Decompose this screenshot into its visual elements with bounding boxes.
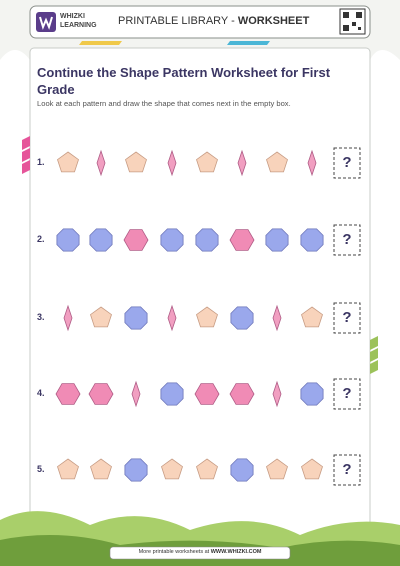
octagon xyxy=(160,228,184,252)
hexagon xyxy=(55,383,81,405)
diamond xyxy=(167,304,177,332)
pentagon xyxy=(57,458,79,480)
octagon xyxy=(230,458,254,482)
hexagon xyxy=(88,383,114,405)
diamond xyxy=(63,304,73,332)
pentagon xyxy=(301,458,323,480)
answer-box xyxy=(333,378,361,410)
footer-link[interactable]: WWW.WHIZKI.COM xyxy=(210,549,262,555)
footer-box xyxy=(109,546,291,560)
octagon xyxy=(124,306,148,330)
hexagon xyxy=(194,383,220,405)
diamond xyxy=(131,380,141,408)
answer-mark: ? xyxy=(342,461,352,478)
instructions: Look at each pattern and draw the shape … xyxy=(37,99,291,108)
answer-box xyxy=(333,302,361,334)
pentagon xyxy=(301,306,323,328)
title: Continue the Shape Pattern Worksheet for… xyxy=(37,65,331,97)
pentagon xyxy=(125,151,147,173)
octagon xyxy=(300,382,324,406)
header-label: PRINTABLE LIBRARY - WORKSHEET xyxy=(118,15,309,27)
answer-box xyxy=(333,454,361,486)
hexagon xyxy=(229,383,255,405)
row-number: 1. xyxy=(37,157,45,167)
pentagon xyxy=(266,458,288,480)
answer-box xyxy=(333,147,361,179)
row-number: 5. xyxy=(37,464,45,474)
diamond xyxy=(96,149,106,177)
answer-mark: ? xyxy=(342,309,352,326)
pentagon xyxy=(90,458,112,480)
octagon xyxy=(124,458,148,482)
octagon xyxy=(89,228,113,252)
octagon xyxy=(195,228,219,252)
pentagon xyxy=(90,306,112,328)
diamond xyxy=(167,149,177,177)
diamond xyxy=(307,149,317,177)
answer-mark: ? xyxy=(342,385,352,402)
diamond xyxy=(272,304,282,332)
pentagon xyxy=(196,151,218,173)
answer-mark: ? xyxy=(342,154,352,171)
diamond xyxy=(237,149,247,177)
header-label-bold: WORKSHEET xyxy=(237,15,310,27)
footer-text: More printable worksheets at xyxy=(138,549,211,555)
header-bar xyxy=(29,5,371,39)
pentagon xyxy=(266,151,288,173)
header-label-text: PRINTABLE LIBRARY - xyxy=(118,15,238,27)
pentagon xyxy=(196,306,218,328)
row-number: 4. xyxy=(37,388,45,398)
octagon xyxy=(300,228,324,252)
hexagon xyxy=(123,229,149,251)
octagon xyxy=(265,228,289,252)
octagon xyxy=(160,382,184,406)
answer-box xyxy=(333,224,361,256)
answer-mark: ? xyxy=(342,231,352,248)
pentagon xyxy=(196,458,218,480)
row-number: 3. xyxy=(37,312,45,322)
octagon xyxy=(230,306,254,330)
diamond xyxy=(272,380,282,408)
logo-text: LEARNING xyxy=(60,22,97,29)
hexagon xyxy=(229,229,255,251)
octagon xyxy=(56,228,80,252)
logo-text: WHIZKI xyxy=(60,13,85,20)
footer: More printable worksheets at WWW.WHIZKI.… xyxy=(110,549,290,555)
pentagon xyxy=(57,151,79,173)
pentagon xyxy=(161,458,183,480)
row-number: 2. xyxy=(37,234,45,244)
